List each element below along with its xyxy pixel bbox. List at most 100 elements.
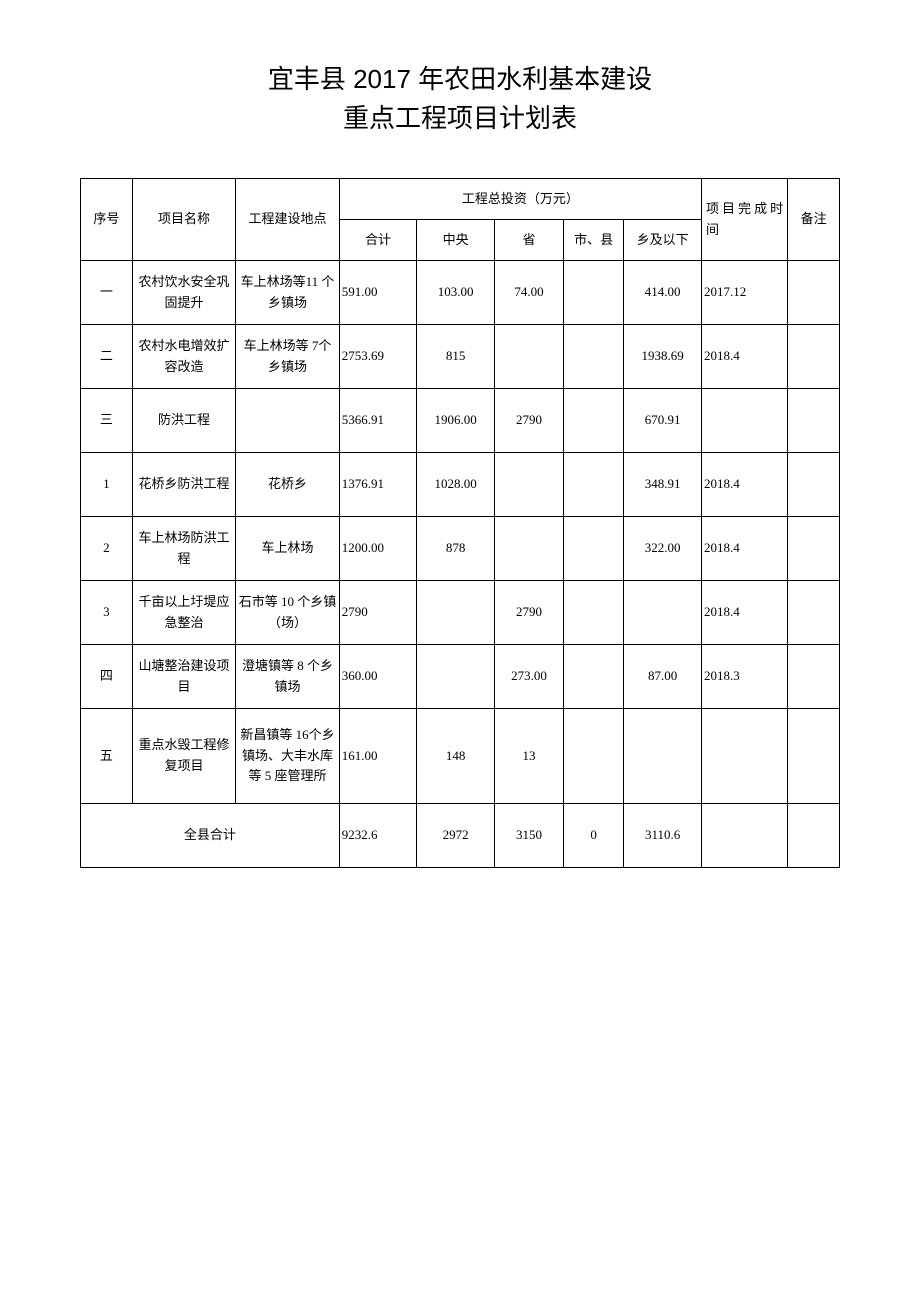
table-cell: 148: [417, 709, 495, 804]
th-loc: 工程建设地点: [236, 179, 340, 261]
table-cell: [563, 709, 623, 804]
table-cell: 591.00: [339, 261, 417, 325]
table-row: 五重点水毁工程修复项目新昌镇等 16个乡镇场、大丰水库等 5 座管理所161.0…: [81, 709, 840, 804]
table-cell: [417, 645, 495, 709]
table-cell: 三: [81, 389, 133, 453]
table-cell: [563, 325, 623, 389]
table-cell: [701, 389, 787, 453]
table-cell: [563, 517, 623, 581]
th-city: 市、县: [563, 220, 623, 261]
table-cell: 2017.12: [701, 261, 787, 325]
table-cell: [701, 709, 787, 804]
footer-label: 全县合计: [81, 804, 340, 868]
table-cell: 322.00: [624, 517, 702, 581]
table-cell: 3: [81, 581, 133, 645]
table-cell: 车上林场等11 个乡镇场: [236, 261, 340, 325]
table-cell: [563, 581, 623, 645]
table-cell: [236, 389, 340, 453]
table-cell: [624, 581, 702, 645]
footer-cell: [788, 804, 840, 868]
table-cell: 2018.4: [701, 517, 787, 581]
table-cell: [788, 645, 840, 709]
table-row: 1花桥乡防洪工程花桥乡1376.911028.00 348.912018.4: [81, 453, 840, 517]
table-cell: [494, 517, 563, 581]
table-cell: [788, 261, 840, 325]
table-cell: 1200.00: [339, 517, 417, 581]
table-cell: 103.00: [417, 261, 495, 325]
table-cell: 车上林场防洪工程: [132, 517, 236, 581]
table-cell: 348.91: [624, 453, 702, 517]
table-cell: 360.00: [339, 645, 417, 709]
table-row: 三防洪工程5366.911906.002790670.91: [81, 389, 840, 453]
table-cell: 澄塘镇等 8 个乡镇场: [236, 645, 340, 709]
table-cell: [494, 453, 563, 517]
project-plan-table: 序号 项目名称 工程建设地点 工程总投资（万元） 项目完成时间 备注 合计 中央…: [80, 178, 840, 868]
th-below: 乡及以下: [624, 220, 702, 261]
table-cell: 2790: [494, 581, 563, 645]
table-cell: 五: [81, 709, 133, 804]
footer-cell: 0: [563, 804, 623, 868]
table-cell: 1: [81, 453, 133, 517]
table-cell: [788, 517, 840, 581]
table-cell: [563, 389, 623, 453]
th-remark: 备注: [788, 179, 840, 261]
th-finish: 项目完成时间: [701, 179, 787, 261]
footer-cell: [701, 804, 787, 868]
title-line-1: 宜丰县 2017 年农田水利基本建设: [80, 60, 840, 99]
table-cell: 2018.4: [701, 581, 787, 645]
footer-cell: 2972: [417, 804, 495, 868]
footer-cell: 3110.6: [624, 804, 702, 868]
table-cell: 防洪工程: [132, 389, 236, 453]
table-row: 四山塘整治建设项目澄塘镇等 8 个乡镇场360.00 273.00 87.00201…: [81, 645, 840, 709]
table-cell: 2753.69: [339, 325, 417, 389]
table-cell: 四: [81, 645, 133, 709]
table-cell: 花桥乡防洪工程: [132, 453, 236, 517]
table-cell: 一: [81, 261, 133, 325]
table-cell: 重点水毁工程修复项目: [132, 709, 236, 804]
table-cell: [563, 453, 623, 517]
table-cell: 2: [81, 517, 133, 581]
th-prov: 省: [494, 220, 563, 261]
table-cell: [417, 581, 495, 645]
table-cell: 2018.3: [701, 645, 787, 709]
table-row: 2车上林场防洪工程车上林场1200.00878 322.002018.4: [81, 517, 840, 581]
table-cell: 农村饮水安全巩固提升: [132, 261, 236, 325]
table-cell: [563, 645, 623, 709]
table-cell: [788, 453, 840, 517]
table-cell: [788, 325, 840, 389]
table-cell: 87.00: [624, 645, 702, 709]
footer-cell: 9232.6: [339, 804, 417, 868]
table-cell: 1376.91: [339, 453, 417, 517]
table-row: 一农村饮水安全巩固提升车上林场等11 个乡镇场591.00103.0074.00…: [81, 261, 840, 325]
table-row: 3千亩以上圩堤应急整治石市等 10 个乡镇（场）279027902018.4: [81, 581, 840, 645]
table-cell: [624, 709, 702, 804]
table-cell: 车上林场: [236, 517, 340, 581]
table-row: 二农村水电增效扩容改造车上林场等 7个乡镇场2753.69815 1938.692…: [81, 325, 840, 389]
table-cell: 二: [81, 325, 133, 389]
th-seq: 序号: [81, 179, 133, 261]
table-cell: 2018.4: [701, 325, 787, 389]
table-cell: 878: [417, 517, 495, 581]
table-cell: 石市等 10 个乡镇（场）: [236, 581, 340, 645]
table-cell: 2790: [494, 389, 563, 453]
table-cell: 1938.69: [624, 325, 702, 389]
table-cell: 670.91: [624, 389, 702, 453]
table-cell: 74.00: [494, 261, 563, 325]
th-invest-group: 工程总投资（万元）: [339, 179, 701, 220]
table-cell: [563, 261, 623, 325]
table-cell: 5366.91: [339, 389, 417, 453]
table-cell: 车上林场等 7个乡镇场: [236, 325, 340, 389]
table-cell: 1028.00: [417, 453, 495, 517]
table-cell: 农村水电增效扩容改造: [132, 325, 236, 389]
table-cell: 815: [417, 325, 495, 389]
table-cell: 2018.4: [701, 453, 787, 517]
table-cell: [494, 325, 563, 389]
th-total: 合计: [339, 220, 417, 261]
table-cell: 414.00: [624, 261, 702, 325]
table-cell: 13: [494, 709, 563, 804]
table-cell: 273.00: [494, 645, 563, 709]
table-cell: 山塘整治建设项目: [132, 645, 236, 709]
table-footer-row: 全县合计9232.62972315003110.6: [81, 804, 840, 868]
table-cell: [788, 581, 840, 645]
table-cell: 花桥乡: [236, 453, 340, 517]
